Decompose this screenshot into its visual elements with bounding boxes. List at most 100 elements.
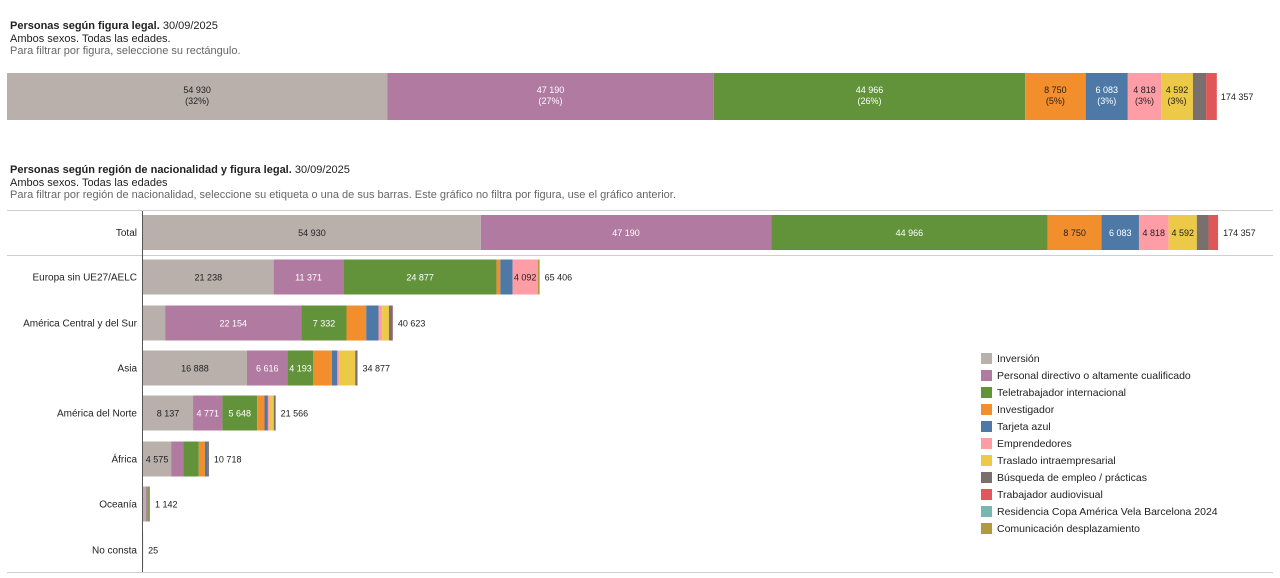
- chart1-segment-investigador[interactable]: [1025, 73, 1086, 120]
- total-row-segment-value-label: 54 930: [298, 228, 326, 238]
- legend-item-residencia-copa-america-vela-barcelona-2024[interactable]: Residencia Copa América Vela Barcelona 2…: [981, 503, 1218, 520]
- legend-item-tarjeta-azul[interactable]: Tarjeta azul: [981, 418, 1218, 435]
- region-row-africa-segment-value-label: 4 575: [146, 455, 169, 465]
- chart1-segment-emprendedores[interactable]: [1127, 73, 1162, 120]
- total-row-segment-emprendedores[interactable]: [1138, 215, 1169, 250]
- total-row-segment-teletrabajador-internacional[interactable]: [771, 215, 1048, 250]
- total-row-segment-tarjeta-azul[interactable]: [1101, 215, 1139, 250]
- region-row-europa-sin-ue27-aelc-segment-inversion[interactable]: [143, 259, 274, 295]
- region-row-africa-segment-teletrabajador-internacional[interactable]: [183, 441, 199, 477]
- total-row-segment-value-label: 47 190: [612, 228, 640, 238]
- region-row-no-consta-category-label[interactable]: No consta: [92, 546, 137, 557]
- region-row-america-del-norte-segment-value-label: 5 648: [229, 409, 252, 419]
- region-row-america-del-norte-segment-emprendedores[interactable]: [267, 395, 270, 431]
- legend-label: Investigador: [997, 403, 1055, 416]
- legend-item-teletrabajador-internacional[interactable]: Teletrabajador internacional: [981, 384, 1218, 401]
- legend-swatch: [981, 472, 992, 483]
- legend-label: Inversión: [997, 352, 1040, 365]
- legal-figure-chart: 54 930(32%) 47 190(27%) 44 966(26%) 8 750(5…: [7, 73, 1253, 120]
- region-row-europa-sin-ue27-aelc-category-label[interactable]: Europa sin UE27/AELC: [32, 273, 137, 284]
- chart1-segment-traslado-intraempresarial[interactable]: [1161, 73, 1193, 120]
- total-row-segment-personal-directivo-o-altamente-cualificado[interactable]: [480, 215, 772, 250]
- region-row-europa-sin-ue27-aelc-segment-comunicacion-desplazamiento[interactable]: [537, 259, 540, 295]
- region-row-america-central-y-del-sur-segment-emprendedores[interactable]: [378, 305, 383, 341]
- legend-item-investigador[interactable]: Investigador: [981, 401, 1218, 418]
- total-row-category-label[interactable]: Total: [116, 228, 137, 239]
- chart2-note: Para filtrar por región de nacionalidad,…: [10, 189, 676, 201]
- region-row-europa-sin-ue27-aelc-segment-teletrabajador-internacional[interactable]: [343, 259, 497, 295]
- region-row-america-del-norte-segment-busqueda-de-empleo-practicas[interactable]: [273, 395, 276, 431]
- region-row-asia-segment-busqueda-de-empleo-practicas[interactable]: [355, 350, 358, 386]
- chart1-note: Para filtrar por figura, seleccione su r…: [10, 45, 241, 57]
- total-row-segment-value-label: 44 966: [896, 228, 924, 238]
- region-row-africa-segment-inversion[interactable]: [143, 441, 172, 477]
- region-row-america-del-norte-segment-personal-directivo-o-altamente-cualificado[interactable]: [193, 395, 223, 431]
- region-row-america-central-y-del-sur-segment-busqueda-de-empleo-practicas[interactable]: [388, 305, 393, 341]
- chart1-segment-pct-label: (3%): [1168, 96, 1187, 106]
- region-row-america-central-y-del-sur-segment-tarjeta-azul[interactable]: [366, 305, 379, 341]
- region-row-africa-segment-tarjeta-azul[interactable]: [204, 441, 208, 477]
- region-row-asia-segment-investigador[interactable]: [313, 350, 332, 386]
- total-row-segment-inversion[interactable]: [143, 215, 481, 250]
- total-row-segment-trabajador-audiovisual[interactable]: [1208, 215, 1219, 250]
- legend-label: Comunicación desplazamiento: [997, 522, 1140, 535]
- legend-swatch: [981, 370, 992, 381]
- region-row-europa-sin-ue27-aelc-segment-value-label: 24 877: [406, 273, 434, 283]
- region-row-oceania-segment-comunicacion-desplazamiento[interactable]: [148, 486, 151, 522]
- chart1-segment-personal-directivo-o-altamente-cualificado[interactable]: [387, 73, 714, 120]
- region-row-africa-segment-personal-directivo-o-altamente-cualificado[interactable]: [171, 441, 184, 477]
- legend-item-trabajador-audiovisual[interactable]: Trabajador audiovisual: [981, 486, 1218, 503]
- legend-item-personal-directivo-o-altamente-cualificado[interactable]: Personal directivo o altamente cualifica…: [981, 367, 1218, 384]
- region-row-asia-segment-emprendedores[interactable]: [337, 350, 340, 386]
- chart1-segment-value-label: 4 818: [1133, 85, 1156, 95]
- region-row-america-del-norte-segment-investigador[interactable]: [257, 395, 265, 431]
- chart1-segment-teletrabajador-internacional[interactable]: [713, 73, 1026, 120]
- legend-item-emprendedores[interactable]: Emprendedores: [981, 435, 1218, 452]
- legend-item-inversion[interactable]: Inversión: [981, 350, 1218, 367]
- chart1-segment-tarjeta-azul[interactable]: [1085, 73, 1128, 120]
- region-row-asia-segment-personal-directivo-o-altamente-cualificado[interactable]: [246, 350, 288, 386]
- legend-swatch: [981, 455, 992, 466]
- region-row-america-central-y-del-sur-category-label[interactable]: América Central y del Sur: [23, 319, 138, 330]
- region-row-asia-category-label[interactable]: Asia: [118, 364, 138, 375]
- region-row-asia-segment-teletrabajador-internacional[interactable]: [287, 350, 314, 386]
- region-row-asia-segment-tarjeta-azul[interactable]: [331, 350, 338, 386]
- legend-item-comunicacion-desplazamiento[interactable]: Comunicación desplazamiento: [981, 520, 1218, 537]
- region-row-oceania-segment-personal-directivo-o-altamente-cualificado[interactable]: [146, 486, 148, 522]
- chart1-segment-pct-label: (5%): [1046, 96, 1065, 106]
- region-row-africa-segment-busqueda-de-empleo-practicas[interactable]: [207, 441, 209, 477]
- legend-item-busqueda-de-empleo-practicas[interactable]: Búsqueda de empleo / prácticas: [981, 469, 1218, 486]
- region-row-asia-segment-traslado-intraempresarial[interactable]: [339, 350, 356, 386]
- region-row-oceania-segment-inversion[interactable]: [143, 486, 147, 522]
- region-row-america-del-norte-segment-traslado-intraempresarial[interactable]: [269, 395, 274, 431]
- region-row-america-central-y-del-sur-segment-traslado-intraempresarial[interactable]: [382, 305, 389, 341]
- region-row-oceania-category-label[interactable]: Oceanía: [99, 500, 137, 511]
- region-row-africa-category-label[interactable]: África: [111, 453, 137, 466]
- region-row-africa-segment-investigador[interactable]: [198, 441, 205, 477]
- region-row-america-central-y-del-sur-segment-investigador[interactable]: [346, 305, 367, 341]
- total-row-segment-busqueda-de-empleo-practicas[interactable]: [1196, 215, 1209, 250]
- chart2-title-line: Personas según región de nacionalidad y …: [10, 164, 676, 177]
- region-row-europa-sin-ue27-aelc-segment-tarjeta-azul[interactable]: [500, 259, 513, 295]
- region-row-america-central-y-del-sur-segment-inversion[interactable]: [143, 305, 166, 341]
- region-row-america-del-norte-segment-inversion[interactable]: [143, 395, 194, 431]
- region-row-europa-sin-ue27-aelc-segment-investigador[interactable]: [496, 259, 501, 295]
- region-row-america-central-y-del-sur-segment-personal-directivo-o-altamente-cualificado[interactable]: [165, 305, 302, 341]
- region-row-europa-sin-ue27-aelc-segment-personal-directivo-o-altamente-cualificado[interactable]: [273, 259, 344, 295]
- total-row-segment-traslado-intraempresarial[interactable]: [1168, 215, 1197, 250]
- region-row-europa-sin-ue27-aelc-segment-emprendedores[interactable]: [512, 259, 538, 295]
- region-row-america-central-y-del-sur-segment-teletrabajador-internacional[interactable]: [301, 305, 347, 341]
- chart1-segment-trabajador-audiovisual[interactable]: [1206, 73, 1217, 120]
- chart1-segment-pct-label: (3%): [1097, 96, 1116, 106]
- region-row-oceania-segment-teletrabajador-internacional[interactable]: [147, 486, 149, 522]
- region-row-asia-segment-inversion[interactable]: [143, 350, 247, 386]
- region-row-america-del-norte-category-label[interactable]: América del Norte: [57, 409, 137, 420]
- region-row-america-del-norte-segment-teletrabajador-internacional[interactable]: [222, 395, 258, 431]
- chart1-segment-inversion[interactable]: [7, 73, 388, 120]
- legend-label: Traslado intraempresarial: [997, 454, 1116, 467]
- legend-label: Residencia Copa América Vela Barcelona 2…: [997, 505, 1218, 518]
- legend-item-traslado-intraempresarial[interactable]: Traslado intraempresarial: [981, 452, 1218, 469]
- region-row-america-del-norte-segment-tarjeta-azul[interactable]: [264, 395, 268, 431]
- chart1-segment-busqueda-de-empleo-practicas[interactable]: [1192, 73, 1207, 120]
- total-row-segment-investigador[interactable]: [1047, 215, 1102, 250]
